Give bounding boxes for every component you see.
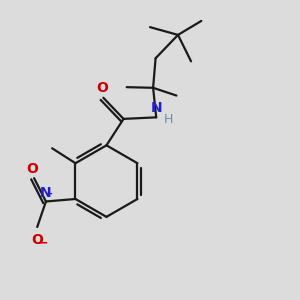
Text: −: − xyxy=(38,237,49,250)
Text: O: O xyxy=(31,232,43,247)
Text: +: + xyxy=(45,189,53,199)
Text: O: O xyxy=(27,162,38,176)
Text: H: H xyxy=(164,113,173,126)
Text: N: N xyxy=(151,101,162,115)
Text: O: O xyxy=(96,81,108,95)
Text: N: N xyxy=(40,186,52,200)
